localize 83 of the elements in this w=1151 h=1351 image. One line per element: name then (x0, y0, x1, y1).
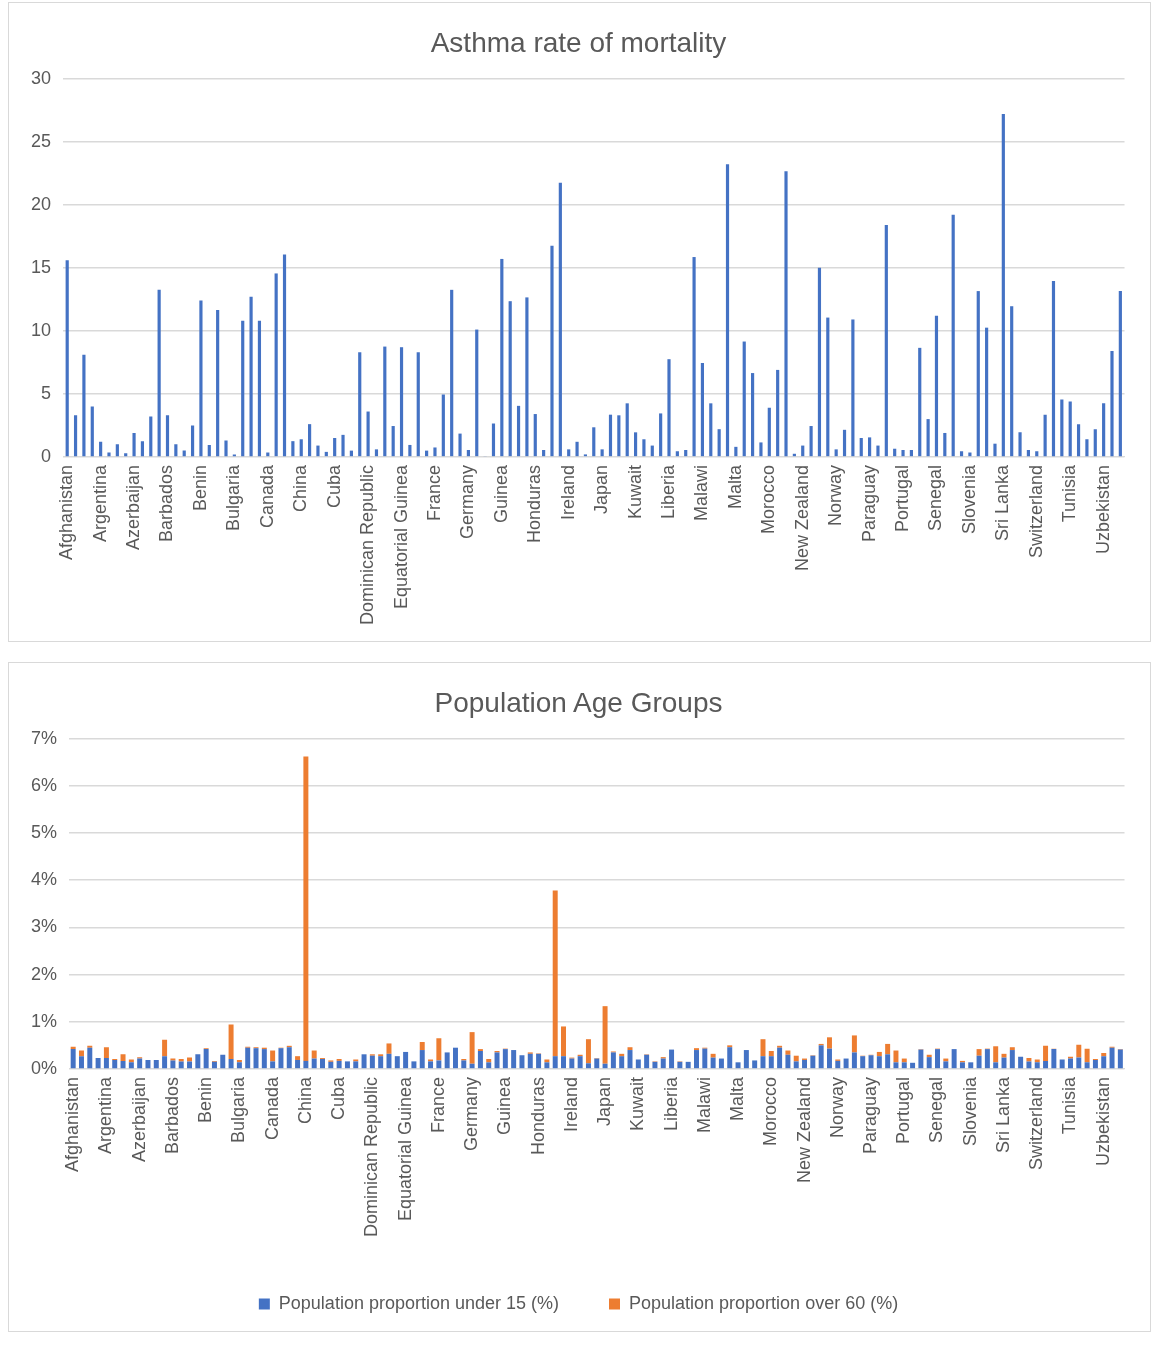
x-tick-label: Equatorial Guinea (394, 1075, 415, 1222)
y-tick-label: 5 (41, 382, 52, 403)
x-tick-label: Norway (825, 464, 846, 526)
x-tick-label: Portugal (893, 1076, 914, 1144)
x-tick-label: Germany (461, 1076, 482, 1151)
x-tick-label: Germany (457, 464, 478, 539)
x-tick-label: Paraguay (859, 1076, 880, 1154)
x-tick-label: Liberia (657, 463, 678, 519)
x-tick-label: Switzerland (1026, 1076, 1047, 1170)
x-tick-label: Malta (724, 463, 745, 509)
x-tick-label: Sri Lanka (992, 463, 1013, 541)
x-tick-label: Sri Lanka (992, 1075, 1013, 1153)
x-tick-label: Canada (261, 1075, 282, 1140)
x-tick-label: Barbados (156, 464, 177, 542)
y-tick-label: 2% (31, 963, 58, 984)
y-tick-label: 0% (31, 1057, 58, 1078)
y-tick-label: 7% (31, 727, 58, 748)
x-tick-label: Tunisia (1059, 1075, 1080, 1135)
x-tick-label: Argentina (89, 463, 110, 542)
x-tick-label: Switzerland (1025, 464, 1046, 558)
x-tick-label: Malawi (693, 1076, 714, 1133)
y-tick-label: 3% (31, 916, 58, 937)
x-tick-label: Japan (594, 1076, 615, 1126)
y-tick-label: 10 (30, 319, 52, 340)
x-tick-label: Guinea (490, 463, 511, 523)
x-tick-label: Afghanistan (62, 1076, 83, 1172)
x-tick-label: Bulgaria (228, 1075, 249, 1143)
x-tick-label: Argentina (95, 1075, 116, 1154)
x-tick-label: Canada (256, 463, 277, 528)
x-tick-label: Cuba (323, 463, 344, 508)
x-tick-label: Slovenia (958, 463, 979, 534)
x-tick-label: Azerbaijan (128, 1076, 149, 1162)
y-tick-label: 5% (31, 821, 58, 842)
x-tick-label: Senegal (926, 1076, 947, 1143)
x-tick-label: Uzbekistan (1092, 464, 1113, 554)
x-tick-label: Malta (727, 1075, 748, 1121)
legend-label: Population proportion over 60 (%) (629, 1292, 899, 1313)
y-tick-label: 20 (30, 193, 52, 214)
x-tick-label: Norway (826, 1076, 847, 1138)
x-tick-label: Honduras (527, 1076, 548, 1155)
x-tick-label: Ireland (557, 464, 578, 520)
x-tick-label: Kuwait (627, 1076, 648, 1131)
x-tick-label: Bulgaria (223, 463, 244, 531)
y-tick-label: 15 (30, 256, 52, 277)
x-tick-label: Kuwait (624, 464, 645, 519)
x-tick-label: Slovenia (959, 1075, 980, 1146)
x-tick-label: Afghanistan (56, 464, 77, 560)
x-tick-label: Uzbekistan (1092, 1076, 1113, 1166)
x-tick-label: Dominican Republic (361, 1076, 382, 1237)
x-tick-label: Equatorial Guinea (390, 463, 411, 610)
x-tick-label: Liberia (660, 1075, 681, 1131)
y-tick-label: 6% (31, 774, 58, 795)
legend-label: Population proportion under 15 (%) (278, 1292, 560, 1313)
y-tick-label: 0 (41, 445, 52, 466)
y-tick-label: 30 (30, 67, 52, 88)
x-tick-label: Senegal (925, 464, 946, 531)
x-tick-label: Morocco (760, 1076, 781, 1146)
y-tick-label: 25 (30, 130, 52, 151)
x-tick-label: France (427, 1076, 448, 1133)
x-tick-label: Dominican Republic (357, 464, 378, 625)
x-tick-label: China (290, 463, 311, 512)
x-tick-label: Ireland (560, 1076, 581, 1132)
x-tick-label: Malawi (691, 464, 712, 521)
x-tick-label: Portugal (892, 464, 912, 532)
chart-title: Population Age Groups (434, 686, 723, 718)
x-tick-label: Azerbaijan (123, 464, 144, 550)
x-tick-label: New Zealand (793, 1076, 814, 1183)
x-tick-label: Benin (189, 464, 210, 511)
x-tick-label: Japan (591, 464, 612, 514)
chart-title: Asthma rate of mortality (430, 26, 727, 58)
x-tick-label: Morocco (758, 464, 779, 534)
y-tick-label: 4% (31, 869, 58, 890)
x-tick-label: China (294, 1075, 315, 1124)
x-tick-label: Tunisia (1059, 463, 1080, 523)
x-tick-label: Cuba (328, 1075, 349, 1120)
x-tick-label: Benin (195, 1076, 216, 1123)
x-tick-label: Honduras (524, 464, 545, 543)
y-tick-label: 1% (31, 1010, 58, 1031)
x-tick-label: Paraguay (858, 464, 879, 542)
x-tick-label: Guinea (494, 1075, 515, 1135)
x-tick-label: Barbados (161, 1076, 182, 1154)
x-tick-label: France (423, 464, 444, 521)
x-tick-label: New Zealand (791, 464, 812, 571)
